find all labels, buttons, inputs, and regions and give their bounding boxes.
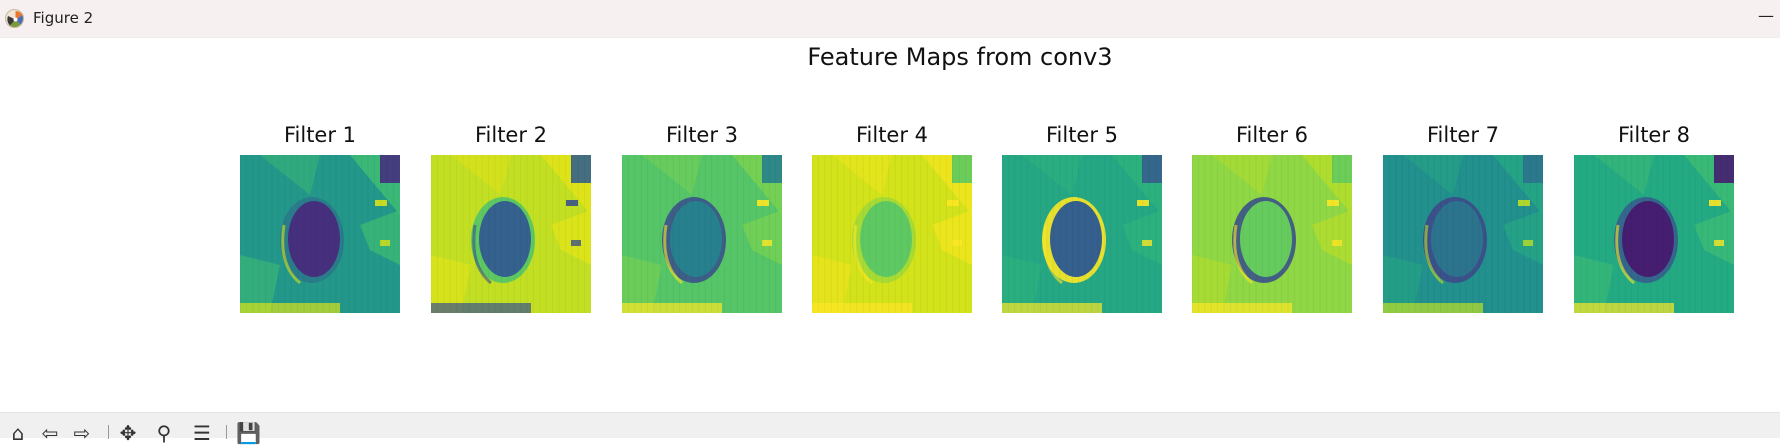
- panel-title: Filter 4: [855, 123, 929, 147]
- panel-title: Filter 8: [1617, 123, 1691, 147]
- feature-map-image: [1574, 155, 1734, 313]
- save-icon[interactable]: 💾: [236, 421, 261, 445]
- window-title: Figure 2: [33, 9, 94, 27]
- back-icon[interactable]: ⇦: [41, 421, 59, 445]
- panel-title: Filter 1: [283, 123, 357, 147]
- feature-map-image: [431, 155, 591, 313]
- panel-title: Filter 7: [1426, 123, 1500, 147]
- panel-title: Filter 2: [474, 123, 548, 147]
- feature-map-image: [240, 155, 400, 313]
- feature-map-image: [1002, 155, 1162, 313]
- configure-subplots-icon[interactable]: ☰: [193, 421, 211, 445]
- panel-title: Filter 5: [1045, 123, 1119, 147]
- navigation-toolbar: ⌂ ⇦ ⇨ ✥ ⚲ ☰ 💾: [0, 412, 1780, 443]
- toolbar-separator: [108, 425, 109, 439]
- panel-title: Filter 3: [665, 123, 739, 147]
- feature-map-image: [1192, 155, 1352, 313]
- figure-suptitle: Feature Maps from conv3: [807, 43, 1113, 71]
- pan-icon[interactable]: ✥: [119, 421, 137, 445]
- toolbar-separator: [226, 425, 227, 439]
- zoom-icon[interactable]: ⚲: [156, 421, 172, 445]
- feature-map-image: [1383, 155, 1543, 313]
- window-titlebar: Figure 2 —: [0, 0, 1780, 38]
- feature-map-image: [622, 155, 782, 313]
- forward-icon[interactable]: ⇨: [73, 421, 91, 445]
- feature-map-image: [812, 155, 972, 313]
- panel-title: Filter 6: [1235, 123, 1309, 147]
- home-icon[interactable]: ⌂: [11, 421, 25, 445]
- minimize-button[interactable]: —: [1758, 6, 1774, 25]
- matplotlib-logo-icon: [5, 9, 24, 28]
- figure-canvas: Feature Maps from conv3 Filter 1 Filter 2…: [0, 38, 1780, 412]
